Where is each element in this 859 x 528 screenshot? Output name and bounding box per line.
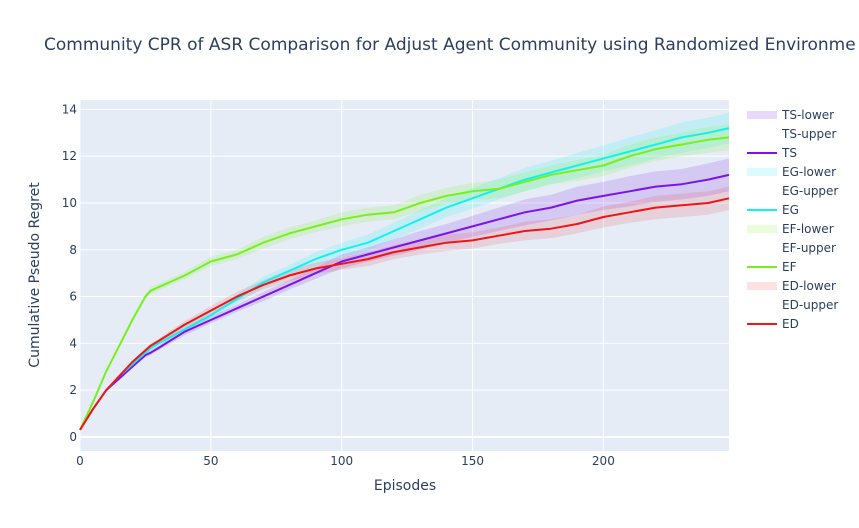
x-tick-label-4: 200 (592, 454, 615, 468)
ed-band (80, 186, 729, 430)
legend-item-ef[interactable]: EF (747, 260, 797, 274)
legend-item-ts-lower[interactable]: TS-lower (747, 108, 834, 122)
legend-item-ed-upper[interactable]: ED-upper (782, 298, 838, 312)
legend-label-ef: EF (782, 260, 797, 274)
legend-label-ts-upper: TS-upper (781, 127, 837, 141)
y-tick-label-3: 6 (69, 290, 77, 304)
legend-item-ef-upper[interactable]: EF-upper (782, 241, 836, 255)
x-axis-ticks: 0 50 100 150 200 (76, 454, 615, 468)
y-tick-label-7: 14 (62, 102, 77, 116)
ef-band (80, 124, 729, 430)
legend-label-ef-lower: EF-lower (782, 222, 834, 236)
legend-label-ts: TS (781, 146, 797, 160)
x-tick-label-2: 100 (330, 454, 353, 468)
legend-item-ts[interactable]: TS (747, 146, 797, 160)
legend-label-ed-lower: ED-lower (782, 279, 836, 293)
series-lines (79, 127, 730, 431)
y-tick-label-5: 10 (62, 196, 77, 210)
y-axis-title: Cumulative Pseudo Regret (27, 182, 43, 368)
legend-swatch-ed-lower (747, 282, 777, 290)
legend-label-ef-upper: EF-upper (782, 241, 836, 255)
legend-item-eg-lower[interactable]: EG-lower (747, 165, 836, 179)
legend-item-ts-upper[interactable]: TS-upper (781, 127, 837, 141)
legend-swatch-eg-lower (747, 168, 777, 176)
legend-swatch-ts-lower (747, 111, 777, 119)
y-tick-label-0: 0 (69, 430, 77, 444)
legend-item-ed-lower[interactable]: ED-lower (747, 279, 836, 293)
legend-item-eg-upper[interactable]: EG-upper (782, 184, 838, 198)
y-tick-label-4: 8 (69, 243, 77, 257)
chart-title: Community CPR of ASR Comparison for Adju… (44, 35, 856, 55)
legend-item-eg[interactable]: EG (747, 203, 799, 217)
ef-line (79, 136, 730, 431)
y-tick-label-6: 12 (62, 149, 77, 163)
legend-label-eg: EG (782, 203, 799, 217)
y-tick-label-2: 4 (69, 336, 77, 350)
legend-label-ts-lower: TS-lower (781, 108, 834, 122)
legend-label-eg-upper: EG-upper (782, 184, 838, 198)
legend-item-ef-lower[interactable]: EF-lower (747, 222, 834, 236)
legend-label-ed: ED (782, 317, 799, 331)
x-tick-label-0: 0 (76, 454, 84, 468)
legend-label-eg-lower: EG-lower (782, 165, 836, 179)
eg-line (79, 127, 730, 431)
legend-item-ed[interactable]: ED (747, 317, 799, 331)
x-tick-label-3: 150 (461, 454, 484, 468)
y-axis-ticks: 0 2 4 6 8 10 12 14 (62, 102, 77, 444)
legend-swatch-ef-lower (747, 225, 777, 233)
legend[interactable]: TS-lower TS-upper TS EG-lower EG-upper EG EF-l… (747, 108, 838, 331)
legend-label-ed-upper: ED-upper (782, 298, 838, 312)
y-tick-label-1: 2 (69, 383, 77, 397)
eg-band (80, 112, 729, 430)
ed-line (79, 197, 730, 431)
ts-line (79, 173, 730, 431)
x-axis-title: Episodes (374, 478, 436, 494)
x-tick-label-1: 50 (203, 454, 218, 468)
